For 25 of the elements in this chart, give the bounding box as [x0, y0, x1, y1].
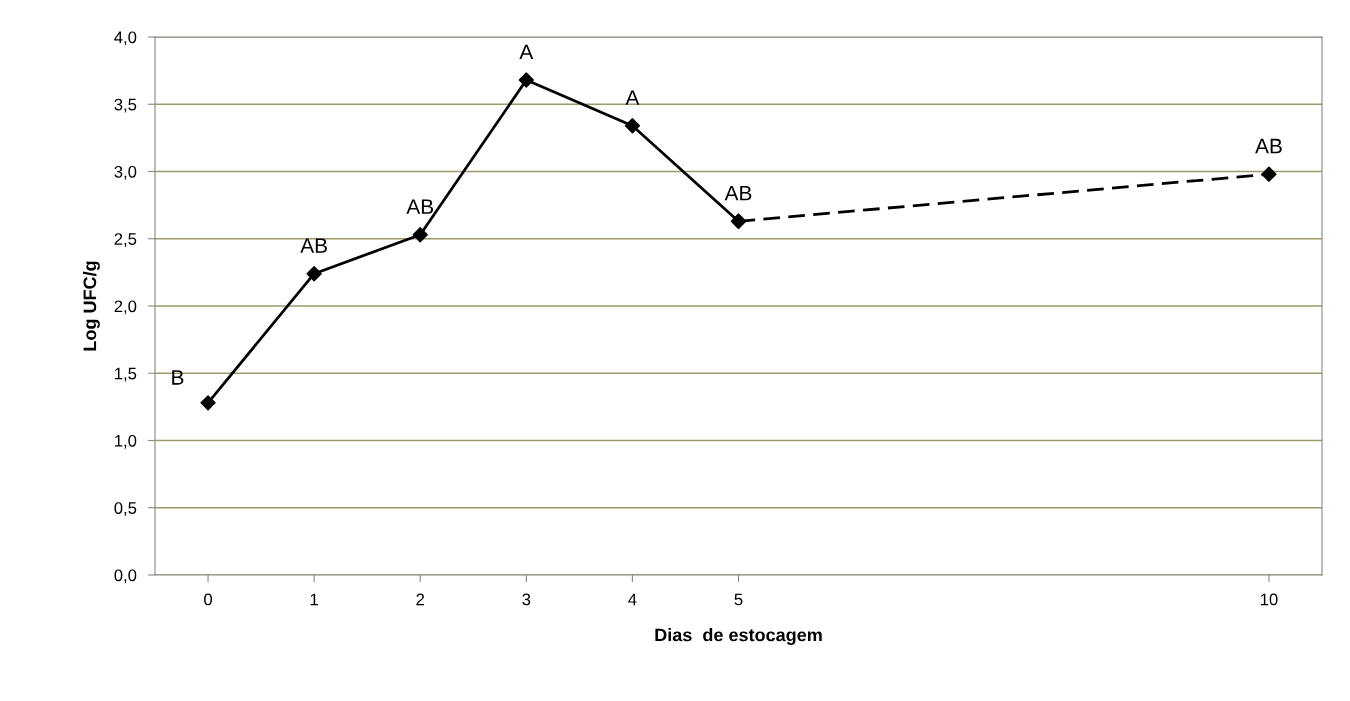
y-axis-title: Log UFC/g: [82, 261, 100, 351]
y-tick-label: 0,5: [114, 502, 137, 516]
x-tick-label: 4: [628, 593, 637, 606]
annotation: AB: [724, 185, 752, 201]
x-axis-title: Dias de estocagem: [655, 628, 822, 645]
y-tick-label: 1,5: [115, 367, 137, 382]
x-tick-label: 10: [1260, 593, 1278, 606]
x-tick-label: 3: [522, 593, 531, 606]
y-tick-label: 2,5: [114, 233, 137, 247]
x-tick-label: 1: [310, 593, 318, 606]
annotation: A: [519, 44, 534, 60]
y-tick-label: 2,0: [114, 300, 137, 315]
annotation: A: [625, 90, 640, 105]
annotation: AB: [300, 238, 327, 253]
x-tick-label: 0: [204, 593, 213, 606]
y-tick-label: 4,0: [114, 31, 137, 46]
y-tick-label: 1,0: [115, 434, 137, 449]
annotation: AB: [1255, 138, 1282, 154]
y-tick-label: 3,0: [114, 165, 137, 180]
y-tick-label: 0,0: [114, 569, 137, 584]
y-tick-label: 3,5: [114, 98, 137, 113]
annotation: B: [172, 370, 184, 385]
annotation: AB: [406, 199, 434, 214]
x-tick-label: 5: [734, 593, 743, 606]
x-tick-label: 2: [416, 593, 425, 606]
